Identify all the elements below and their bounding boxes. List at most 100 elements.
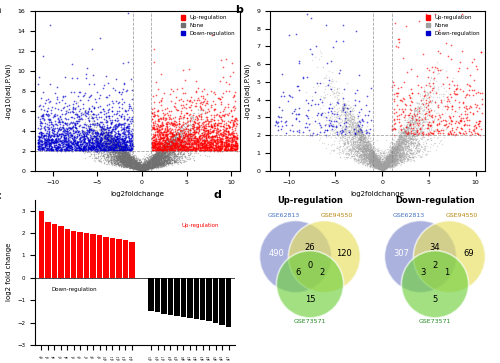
Point bbox=[136, 165, 143, 171]
Point bbox=[157, 161, 165, 167]
Point bbox=[398, 149, 406, 155]
Point bbox=[377, 166, 385, 171]
Point bbox=[364, 155, 372, 160]
Text: 307: 307 bbox=[394, 249, 409, 258]
Point bbox=[358, 156, 366, 162]
Point bbox=[148, 159, 156, 164]
Point bbox=[154, 155, 162, 161]
Point bbox=[123, 158, 131, 164]
Point bbox=[386, 158, 394, 163]
Point bbox=[398, 146, 406, 152]
Point bbox=[40, 143, 48, 149]
Point bbox=[131, 160, 139, 166]
Point bbox=[199, 122, 207, 127]
Point bbox=[123, 155, 131, 160]
Point bbox=[382, 155, 390, 161]
Point bbox=[413, 109, 421, 114]
Point bbox=[386, 162, 394, 167]
Point bbox=[370, 152, 378, 158]
Point bbox=[420, 143, 428, 148]
Point bbox=[345, 110, 353, 116]
Point bbox=[149, 164, 157, 170]
Point bbox=[96, 140, 104, 146]
Point bbox=[164, 154, 172, 159]
Point bbox=[369, 155, 377, 161]
Point bbox=[352, 146, 360, 151]
Point bbox=[367, 152, 375, 158]
Point bbox=[391, 145, 399, 151]
Point bbox=[150, 157, 158, 163]
Point bbox=[174, 151, 182, 157]
Point bbox=[362, 147, 370, 153]
Point bbox=[106, 142, 114, 147]
Point bbox=[78, 146, 86, 151]
Point bbox=[346, 118, 354, 124]
Point bbox=[125, 130, 133, 136]
Point bbox=[38, 145, 46, 151]
Point bbox=[104, 148, 112, 154]
Point bbox=[36, 122, 44, 127]
Point bbox=[352, 155, 360, 160]
Point bbox=[79, 111, 87, 117]
Point bbox=[117, 150, 125, 156]
Point bbox=[116, 131, 124, 136]
Point bbox=[353, 129, 361, 135]
Point bbox=[341, 141, 349, 147]
Point bbox=[148, 166, 156, 171]
Point bbox=[149, 155, 157, 160]
Point bbox=[178, 143, 186, 149]
Point bbox=[391, 158, 399, 164]
Point bbox=[469, 127, 477, 133]
Point bbox=[126, 157, 134, 163]
Point bbox=[382, 164, 390, 170]
Point bbox=[399, 142, 407, 147]
Point bbox=[366, 158, 374, 164]
Point bbox=[376, 164, 384, 170]
Point bbox=[372, 158, 380, 164]
Point bbox=[136, 167, 143, 172]
Point bbox=[34, 143, 42, 149]
Point bbox=[423, 108, 431, 114]
Point bbox=[133, 165, 141, 171]
Point bbox=[152, 156, 160, 162]
Point bbox=[130, 162, 138, 168]
Point bbox=[422, 105, 430, 110]
Point bbox=[149, 159, 157, 164]
Point bbox=[397, 159, 405, 165]
Point bbox=[368, 147, 376, 153]
Point bbox=[142, 164, 150, 170]
Point bbox=[104, 147, 112, 153]
Point bbox=[92, 142, 100, 147]
Point bbox=[145, 160, 153, 166]
Point bbox=[148, 119, 156, 125]
Point bbox=[148, 159, 156, 165]
Point bbox=[388, 157, 396, 163]
Point bbox=[128, 164, 136, 170]
Point bbox=[164, 154, 172, 159]
Point bbox=[140, 166, 147, 172]
Point bbox=[193, 146, 201, 152]
Point bbox=[166, 154, 173, 160]
Point bbox=[332, 106, 340, 111]
Point bbox=[136, 164, 143, 170]
Point bbox=[148, 160, 156, 166]
Point bbox=[154, 154, 162, 160]
Point bbox=[368, 158, 376, 164]
Point bbox=[217, 139, 225, 144]
Point bbox=[434, 128, 442, 134]
Point bbox=[388, 163, 396, 169]
Point bbox=[352, 126, 360, 131]
Point bbox=[186, 121, 194, 127]
Point bbox=[385, 156, 393, 162]
Point bbox=[162, 154, 170, 160]
Point bbox=[374, 161, 382, 167]
Point bbox=[380, 165, 388, 171]
Point bbox=[166, 141, 174, 147]
Point bbox=[356, 159, 364, 165]
Point bbox=[145, 162, 153, 167]
Point bbox=[374, 161, 382, 167]
Point bbox=[120, 155, 128, 160]
Point bbox=[382, 159, 390, 165]
Point bbox=[104, 127, 112, 132]
Point bbox=[363, 142, 371, 148]
